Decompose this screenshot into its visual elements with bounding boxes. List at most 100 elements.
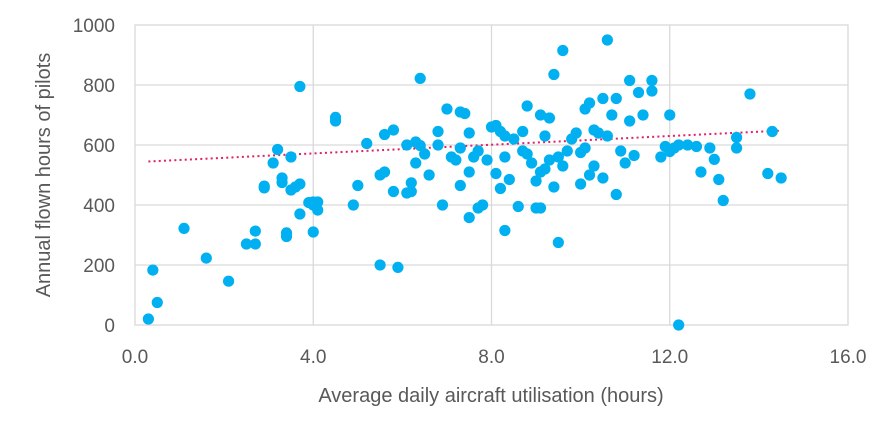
data-point (454, 179, 466, 192)
data-point (329, 111, 342, 123)
data-point (410, 157, 422, 169)
data-point (378, 166, 391, 178)
trendline (148, 129, 782, 163)
data-point (619, 157, 631, 169)
data-point (249, 238, 261, 250)
data-point (463, 127, 475, 139)
data-point (151, 296, 163, 309)
data-point (401, 139, 413, 151)
y-tick-label: 800 (83, 76, 115, 97)
x-tick-label: 0.0 (122, 347, 148, 368)
data-point (766, 125, 778, 138)
y-axis-title: Annual flown hours of pilots (33, 53, 55, 298)
data-point (601, 34, 613, 46)
data-point (552, 151, 564, 163)
data-point (521, 148, 533, 160)
data-point (503, 173, 515, 186)
x-tick-label: 12.0 (651, 347, 688, 368)
data-point (294, 80, 306, 93)
data-point (655, 151, 667, 163)
data-point (419, 148, 431, 160)
data-point (459, 107, 471, 120)
data-point (673, 319, 685, 331)
y-axis-tick-labels: 0 200 400 600 800 1000 (73, 16, 115, 337)
data-points (142, 34, 787, 331)
data-point (142, 313, 154, 325)
data-point (548, 68, 560, 81)
x-axis-tick-labels: 0.0 4.0 8.0 12.0 16.0 (122, 347, 867, 368)
data-point (432, 125, 444, 138)
data-point (704, 142, 716, 154)
data-point (405, 185, 417, 198)
data-point (240, 238, 253, 250)
data-point (744, 88, 756, 100)
data-point (552, 236, 564, 249)
y-tick-label: 600 (83, 136, 115, 157)
data-point (592, 127, 605, 139)
data-point (597, 92, 609, 105)
data-point (512, 200, 524, 213)
data-point (312, 196, 324, 208)
data-point (708, 153, 720, 165)
data-point (610, 188, 622, 201)
data-point (494, 182, 507, 195)
data-point (414, 72, 426, 84)
data-point (557, 160, 569, 172)
data-point (597, 172, 609, 184)
x-tick-label: 8.0 (478, 347, 504, 368)
data-point (695, 166, 707, 178)
data-point (637, 109, 649, 121)
data-point (673, 139, 685, 151)
plot-area (134, 24, 849, 326)
data-point (624, 115, 636, 127)
data-point (632, 86, 645, 99)
data-point (499, 130, 511, 142)
data-point (481, 154, 493, 166)
data-point (476, 199, 489, 211)
data-point (508, 133, 520, 145)
data-point (615, 145, 627, 157)
data-point (530, 175, 542, 187)
data-point (147, 264, 159, 276)
data-point (713, 173, 725, 186)
data-point (775, 172, 787, 184)
data-point (730, 142, 743, 154)
data-point (588, 160, 600, 172)
data-point (646, 85, 658, 97)
data-point (405, 177, 417, 189)
data-point (583, 169, 596, 181)
data-point (436, 199, 449, 211)
data-point (374, 259, 386, 271)
data-point (543, 154, 556, 166)
data-point (762, 167, 774, 180)
data-point (294, 178, 306, 190)
data-point (249, 225, 261, 237)
data-point (526, 157, 538, 169)
data-point (717, 194, 729, 207)
data-point (570, 127, 582, 139)
data-point (579, 142, 591, 154)
data-point (499, 151, 511, 163)
data-point (499, 224, 511, 237)
data-point (276, 176, 288, 189)
data-point (557, 44, 569, 57)
data-point (561, 145, 573, 157)
data-point (472, 145, 484, 157)
data-point (690, 140, 703, 153)
data-point (347, 199, 359, 211)
data-point (548, 181, 560, 193)
data-point (543, 112, 556, 124)
data-point (178, 222, 190, 234)
x-tick-label: 4.0 (300, 347, 326, 368)
data-point (432, 139, 444, 151)
data-point (392, 261, 404, 273)
data-point (628, 149, 640, 162)
data-point (280, 230, 293, 243)
data-point (307, 226, 319, 238)
trendline-group (148, 129, 782, 163)
data-point (441, 103, 453, 115)
data-point (624, 74, 636, 87)
data-point (222, 275, 235, 287)
data-point (361, 137, 373, 150)
